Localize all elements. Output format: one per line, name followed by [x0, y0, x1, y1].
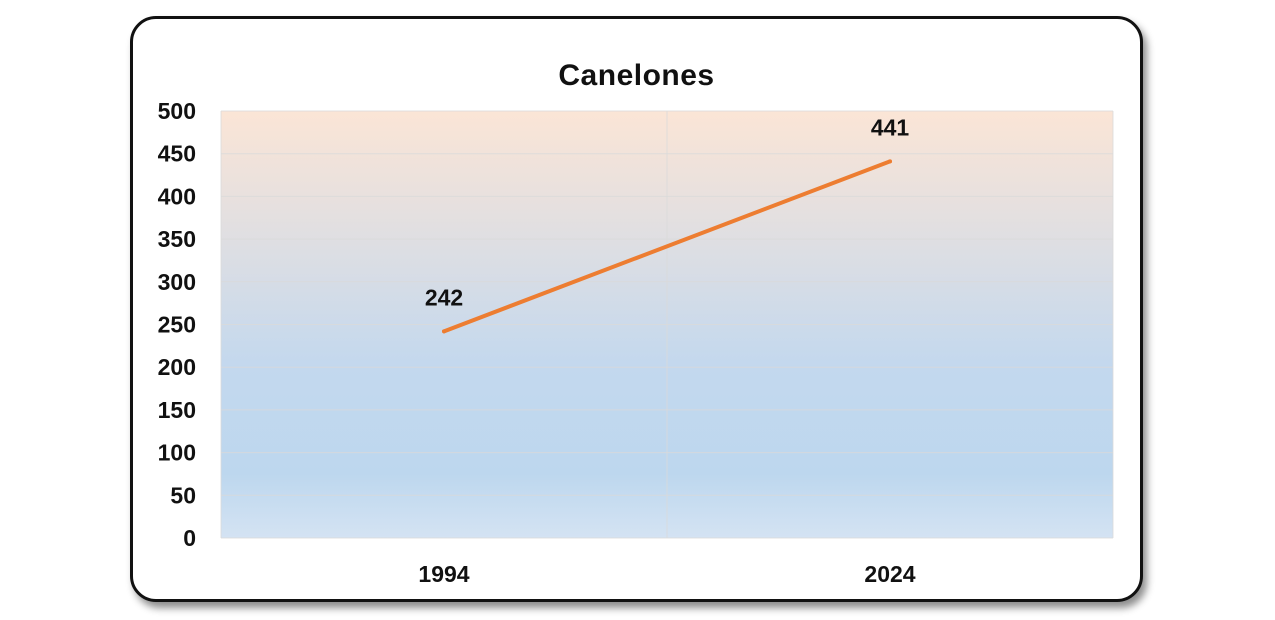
gridlines: [220, 110, 1114, 539]
y-tick-label: 400: [158, 183, 196, 209]
y-tick-label: 300: [158, 269, 196, 295]
x-axis: 1994 2024: [418, 561, 915, 587]
y-tick-label: 0: [183, 525, 196, 551]
y-tick-label: 200: [158, 354, 196, 380]
data-point: [442, 329, 446, 334]
y-tick-label: 50: [170, 482, 196, 508]
chart-title: Canelones: [558, 59, 715, 92]
y-tick-label: 150: [158, 397, 196, 423]
data-labels: 242 441: [425, 114, 910, 310]
y-tick-label: 250: [158, 312, 196, 338]
y-tick-label: 100: [158, 440, 196, 466]
x-tick-label: 2024: [864, 561, 915, 587]
data-label: 242: [425, 284, 463, 310]
y-tick-label: 450: [158, 141, 196, 167]
series-line: [442, 159, 892, 334]
series-layer: [442, 159, 892, 334]
y-tick-label: 500: [158, 98, 196, 124]
y-axis: 0 50 100 150 200 250 300 350 400 450 500: [158, 98, 196, 551]
x-tick-label: 1994: [418, 561, 469, 587]
data-point: [888, 159, 892, 164]
y-tick-label: 350: [158, 226, 196, 252]
data-label: 441: [871, 114, 910, 140]
